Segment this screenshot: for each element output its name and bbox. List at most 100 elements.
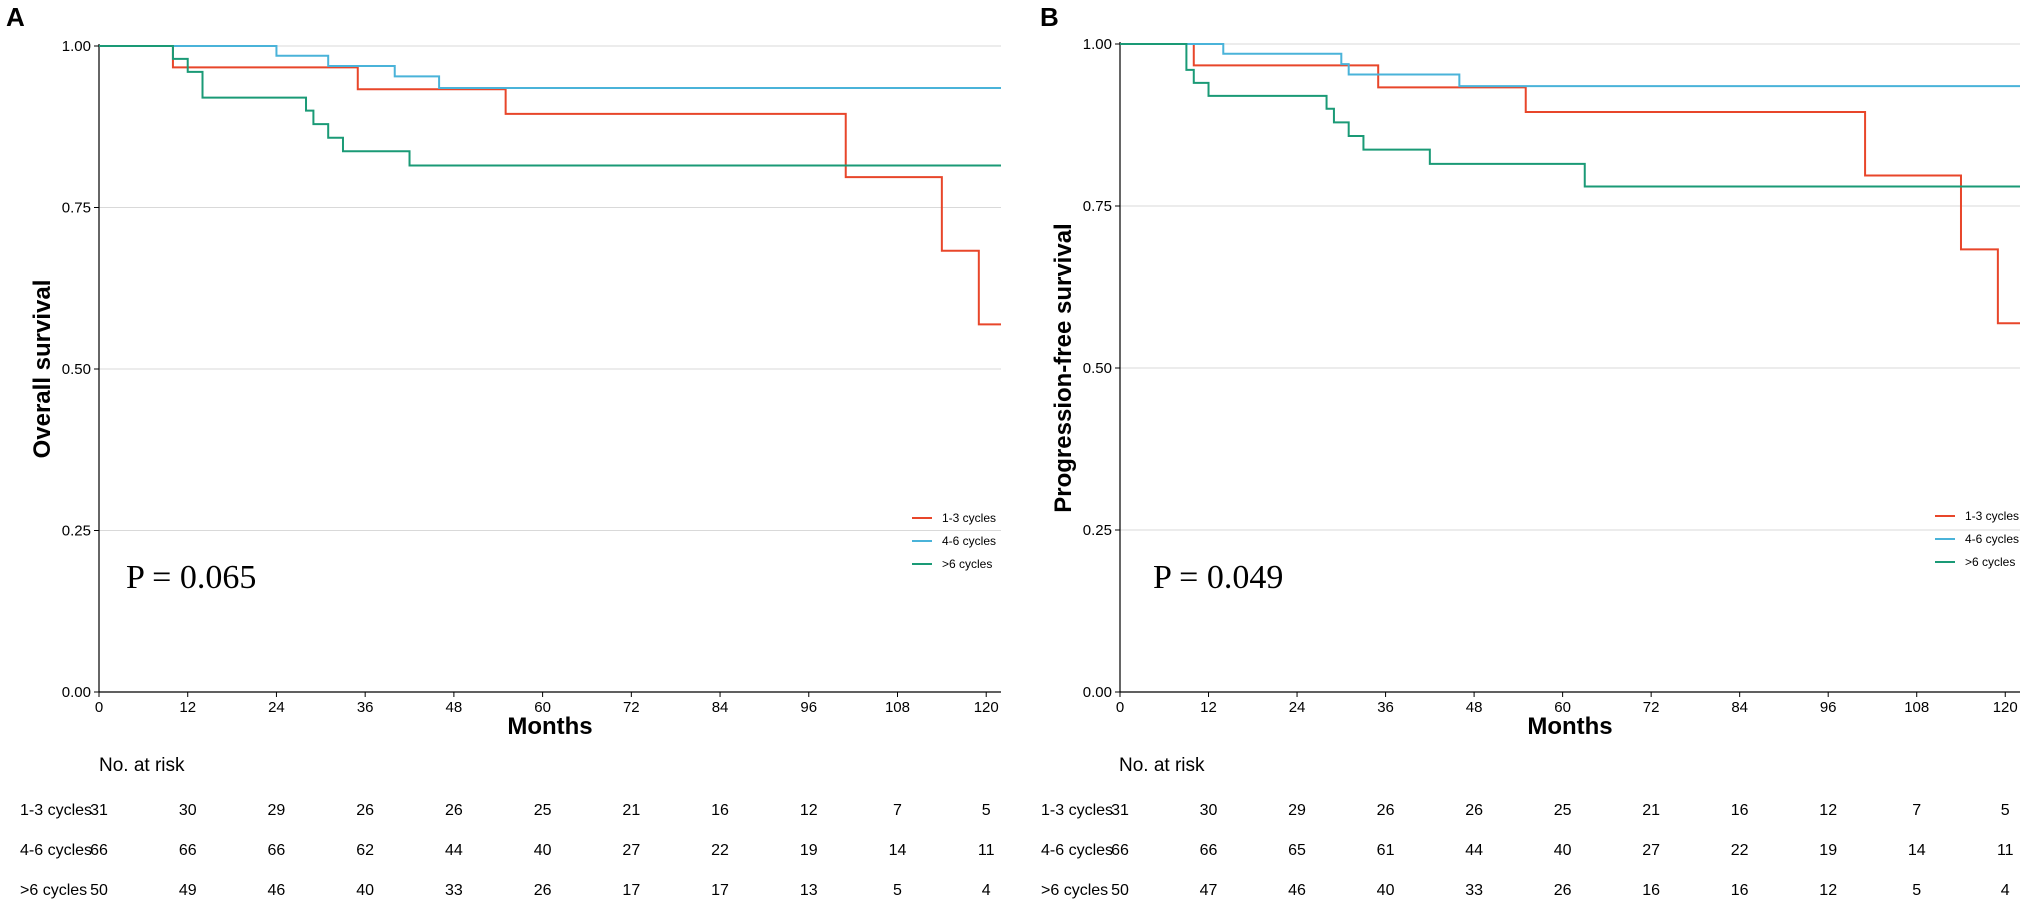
risk-value: 16: [1731, 882, 1749, 899]
km-curve-3: [99, 45, 1001, 167]
risk-value: 26: [534, 882, 552, 899]
risk-row-label: 4-6 cycles: [20, 842, 92, 859]
x-axis-label: Months: [1527, 713, 1612, 740]
risk-value: 21: [1642, 802, 1660, 819]
risk-row-label: 1-3 cycles: [20, 802, 92, 819]
x-tick-label: 108: [885, 699, 910, 716]
risk-value: 31: [1111, 802, 1129, 819]
risk-value: 46: [1288, 882, 1306, 899]
risk-row-label: 1-3 cycles: [1041, 802, 1113, 819]
risk-value: 14: [889, 842, 907, 859]
km-curve-1: [1120, 43, 2020, 325]
risk-value: 44: [1465, 842, 1483, 859]
x-tick-label: 96: [1820, 699, 1837, 716]
risk-value: 5: [893, 882, 902, 899]
legend-label: 1-3 cycles: [942, 511, 996, 525]
risk-value: 16: [1642, 882, 1660, 899]
risk-value: 66: [1200, 842, 1218, 859]
risk-row-label: >6 cycles: [20, 882, 87, 899]
y-tick-label: 0.75: [1083, 198, 1112, 215]
risk-value: 4: [2001, 882, 2010, 899]
y-tick-label: 0.00: [62, 684, 91, 701]
risk-value: 16: [1731, 802, 1749, 819]
x-axis-label: Months: [507, 713, 592, 740]
risk-value: 31: [90, 802, 108, 819]
km-curve-3: [1120, 43, 2020, 188]
risk-table-title: No. at risk: [1119, 755, 1205, 776]
risk-value: 22: [711, 842, 729, 859]
x-tick-label: 0: [1116, 699, 1124, 716]
risk-row-label: >6 cycles: [1041, 882, 1108, 899]
km-curve-1: [99, 45, 1001, 326]
x-tick-label: 48: [446, 699, 463, 716]
risk-value: 66: [90, 842, 108, 859]
risk-table-title: No. at risk: [99, 755, 185, 776]
km-curve-2: [99, 45, 1001, 89]
panel-letter: B: [1040, 2, 1059, 32]
risk-value: 14: [1908, 842, 1926, 859]
risk-value: 11: [1997, 842, 2014, 859]
risk-value: 50: [1111, 882, 1129, 899]
x-tick-label: 84: [712, 699, 729, 716]
x-tick-label: 60: [1554, 699, 1571, 716]
risk-value: 5: [982, 802, 991, 819]
x-tick-label: 36: [1377, 699, 1394, 716]
risk-value: 26: [356, 802, 374, 819]
x-tick-label: 108: [1904, 699, 1929, 716]
risk-value: 25: [534, 802, 552, 819]
y-tick-label: 0.25: [62, 523, 91, 540]
risk-value: 22: [1731, 842, 1749, 859]
y-tick-label: 0.00: [1083, 684, 1112, 701]
panel-b: B 0.00 0.25 0.50 0.75 1.00 0 12 24 36 48 60 72 84 96 10…: [1040, 2, 2020, 899]
x-tick-label: 0: [95, 699, 103, 716]
p-value: P = 0.049: [1153, 559, 1283, 596]
x-tick-label: 36: [357, 699, 374, 716]
panel-letter: A: [6, 2, 25, 32]
risk-value: 44: [445, 842, 463, 859]
risk-value: 11: [978, 842, 995, 859]
legend-label: >6 cycles: [1965, 555, 2015, 569]
x-tick-label: 72: [623, 699, 640, 716]
x-tick-label: 120: [1993, 699, 2018, 716]
risk-value: 46: [268, 882, 286, 899]
risk-value: 33: [1465, 882, 1483, 899]
x-tick-label: 48: [1466, 699, 1483, 716]
y-tick-label: 1.00: [62, 38, 91, 55]
x-tick-label: 24: [268, 699, 285, 716]
risk-value: 66: [268, 842, 286, 859]
y-tick-label: 0.50: [1083, 360, 1112, 377]
risk-value: 13: [800, 882, 818, 899]
risk-value: 30: [179, 802, 197, 819]
panel-a: A 0.00 0.25 0.50 0.75 1.00 0 12 24 36 48 60 72 84 96 10…: [6, 2, 1001, 899]
risk-value: 7: [1912, 802, 1921, 819]
x-tick-label: 24: [1289, 699, 1306, 716]
risk-value: 19: [800, 842, 818, 859]
risk-row-label: 4-6 cycles: [1041, 842, 1113, 859]
risk-value: 40: [534, 842, 552, 859]
risk-value: 62: [356, 842, 374, 859]
x-tick-label: 84: [1731, 699, 1748, 716]
risk-value: 25: [1554, 802, 1572, 819]
risk-value: 40: [356, 882, 374, 899]
risk-value: 27: [622, 842, 640, 859]
x-tick-label: 60: [534, 699, 551, 716]
x-tick-label: 72: [1643, 699, 1660, 716]
risk-value: 12: [800, 802, 818, 819]
risk-value: 50: [90, 882, 108, 899]
risk-value: 16: [711, 802, 729, 819]
legend-label: 4-6 cycles: [1965, 532, 2019, 546]
risk-value: 5: [2001, 802, 2010, 819]
p-value: P = 0.065: [126, 559, 256, 596]
risk-value: 47: [1200, 882, 1218, 899]
y-axis-label: Overall survival: [29, 280, 56, 459]
risk-value: 26: [1554, 882, 1572, 899]
risk-value: 66: [1111, 842, 1129, 859]
x-tick-label: 96: [800, 699, 817, 716]
risk-value: 5: [1912, 882, 1921, 899]
km-curve-2: [1120, 43, 2020, 88]
x-tick-label: 12: [1200, 699, 1217, 716]
legend-label: >6 cycles: [942, 557, 992, 571]
risk-value: 17: [622, 882, 640, 899]
risk-value: 26: [1377, 802, 1395, 819]
